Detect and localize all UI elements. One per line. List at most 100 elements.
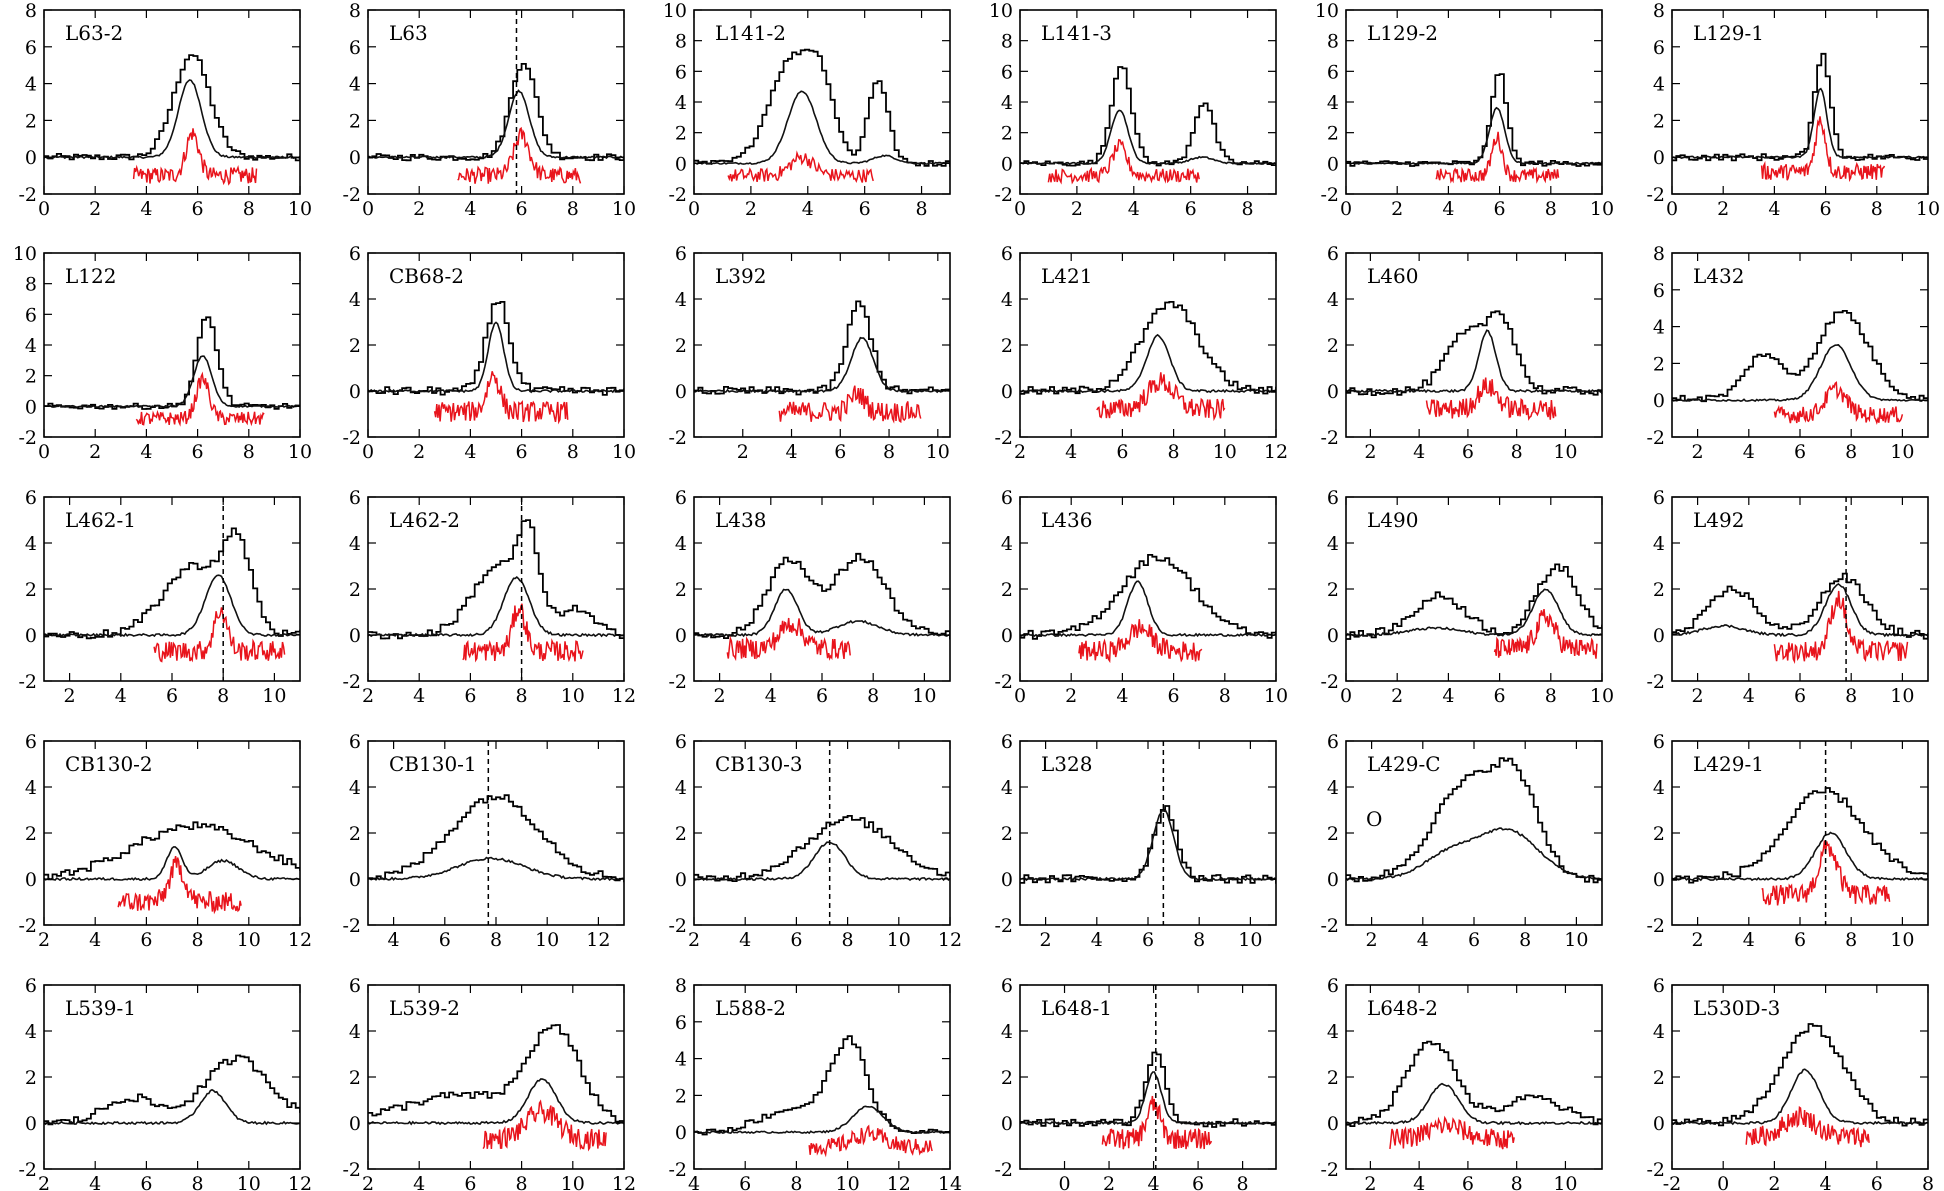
step-profile-line — [368, 63, 624, 162]
y-tick-label: 10 — [663, 0, 687, 22]
y-tick-label: 6 — [349, 37, 361, 59]
panel-title: L436 — [1041, 508, 1092, 532]
y-tick-label: 0 — [675, 153, 687, 175]
averaged-profile-line — [368, 321, 624, 394]
x-tick-label: 2 — [1071, 198, 1083, 220]
step-profile-line — [368, 794, 624, 883]
y-tick-label: 10 — [989, 0, 1013, 22]
x-tick-label: 10 — [912, 685, 936, 707]
y-tick-label: 6 — [349, 243, 361, 265]
averaged-profile-line — [44, 574, 300, 638]
y-tick-label: 6 — [25, 731, 37, 753]
y-tick-label: -2 — [342, 915, 361, 937]
y-tick-label: 4 — [25, 777, 37, 799]
step-profile-line — [44, 821, 300, 881]
y-tick-label: 2 — [1327, 335, 1339, 357]
spectrum-panel: 2 4 6 8 10 -2 0 2 4 6 L492 — [1646, 487, 1929, 707]
y-tick-label: 0 — [349, 625, 361, 647]
x-tick-label: 10 — [1890, 929, 1914, 951]
x-tick-label: 0 — [1717, 1173, 1729, 1191]
x-tick-label: 8 — [1545, 685, 1557, 707]
x-tick-label: 12 — [1264, 441, 1288, 463]
x-tick-label: 6 — [834, 441, 846, 463]
step-profile-line — [694, 1035, 950, 1136]
spectrum-panel: 2 4 6 8 10 -2 0 2 4 6 L438 — [668, 487, 951, 707]
y-tick-label: 0 — [1327, 381, 1339, 403]
panel-title: L421 — [1041, 264, 1092, 288]
x-tick-label: 8 — [192, 929, 204, 951]
step-profile-line — [1346, 563, 1602, 640]
panel-title: L122 — [65, 264, 116, 288]
panel-title: L141-2 — [715, 21, 786, 45]
x-tick-label: 4 — [115, 685, 127, 707]
spectrum-panel: 2 4 6 8 10 -2 0 2 4 6 L392 — [668, 243, 951, 463]
x-tick-label: 2 — [1692, 929, 1704, 951]
step-profile-line — [1672, 572, 1928, 640]
y-tick-label: -2 — [668, 184, 687, 206]
y-tick-label: 0 — [25, 396, 37, 418]
x-tick-label: 4 — [464, 198, 476, 220]
panel-frame — [367, 9, 625, 195]
x-tick-label: 6 — [1468, 929, 1480, 951]
step-profile-line — [44, 316, 300, 410]
y-tick-label: -2 — [668, 671, 687, 693]
y-tick-label: -2 — [342, 1159, 361, 1181]
x-tick-label: 4 — [1417, 929, 1429, 951]
y-tick-label: 6 — [1001, 61, 1013, 83]
x-tick-label: 6 — [140, 929, 152, 951]
y-tick-label: 4 — [1653, 533, 1665, 555]
red-profile-line — [727, 150, 874, 183]
x-tick-label: 6 — [464, 685, 476, 707]
y-tick-label: 4 — [1327, 777, 1339, 799]
y-tick-label: -2 — [1646, 915, 1665, 937]
x-tick-label: 0 — [1058, 1173, 1070, 1191]
step-profile-line — [1020, 66, 1276, 167]
x-tick-label: 2 — [1040, 929, 1052, 951]
panel-title: L328 — [1041, 752, 1092, 776]
y-tick-label: 10 — [13, 243, 37, 265]
y-tick-label: 6 — [1327, 61, 1339, 83]
x-tick-label: 4 — [1442, 685, 1454, 707]
averaged-profile-line — [1672, 344, 1928, 403]
y-tick-label: -2 — [18, 915, 37, 937]
x-tick-label: 8 — [867, 685, 879, 707]
red-profile-line — [1078, 619, 1203, 664]
x-tick-label: 8 — [217, 685, 229, 707]
step-profile-line — [1672, 787, 1928, 884]
step-profile-line — [1672, 310, 1928, 403]
x-tick-label: 10 — [237, 929, 261, 951]
panel-title: L588-2 — [715, 996, 786, 1020]
y-tick-label: 0 — [1001, 381, 1013, 403]
averaged-profile-line — [1672, 87, 1928, 160]
spectrum-panel: -2 0 2 4 6 8 -2 0 2 4 6 L530D-3 — [1646, 975, 1934, 1191]
red-profile-line — [1425, 377, 1557, 421]
y-tick-label: 0 — [1327, 869, 1339, 891]
y-tick-label: 4 — [349, 777, 361, 799]
x-tick-label: 4 — [413, 1173, 425, 1191]
x-tick-label: 12 — [586, 929, 610, 951]
y-tick-label: 0 — [1327, 153, 1339, 175]
step-profile-line — [368, 301, 624, 396]
y-tick-label: 6 — [25, 487, 37, 509]
y-tick-label: -2 — [18, 184, 37, 206]
panel-title: L648-1 — [1041, 996, 1112, 1020]
y-tick-label: 4 — [675, 1049, 687, 1071]
y-tick-label: 8 — [675, 31, 687, 53]
x-tick-label: 0 — [1340, 198, 1352, 220]
y-tick-label: 2 — [1001, 123, 1013, 145]
plot-area — [694, 741, 950, 925]
y-tick-label: 10 — [1315, 0, 1339, 22]
red-profile-line — [457, 126, 582, 184]
y-tick-label: 6 — [1001, 487, 1013, 509]
panel-title: CB130-1 — [389, 752, 477, 776]
averaged-profile-line — [1346, 588, 1602, 637]
x-tick-label: 12 — [288, 929, 312, 951]
x-tick-label: 4 — [140, 198, 152, 220]
panel-title: L438 — [715, 508, 766, 532]
x-tick-label: 4 — [464, 441, 476, 463]
plot-area — [694, 552, 950, 662]
y-tick-label: 4 — [1653, 1021, 1665, 1043]
y-tick-label: 4 — [675, 777, 687, 799]
x-tick-label: 10 — [237, 1173, 261, 1191]
x-tick-label: 4 — [1116, 685, 1128, 707]
